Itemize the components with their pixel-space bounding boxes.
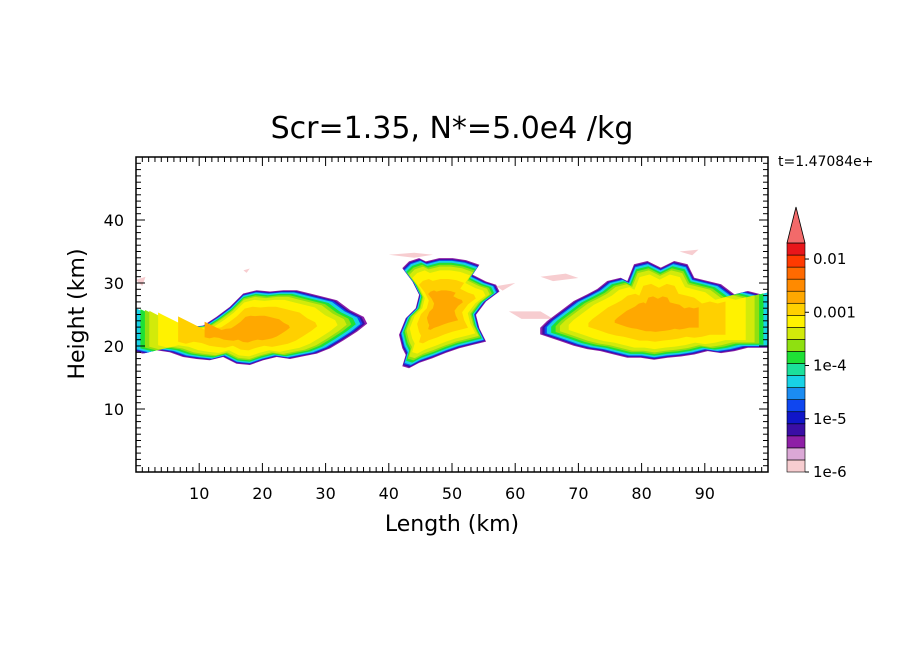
colorbar-swatch bbox=[786, 302, 806, 316]
colorbar-swatch bbox=[786, 411, 806, 425]
colorbar-swatch bbox=[786, 351, 806, 364]
y-tick-label: 30 bbox=[104, 274, 124, 293]
cloud-field bbox=[136, 249, 768, 369]
colorbar-swatch bbox=[786, 290, 806, 304]
colorbar-swatch bbox=[786, 242, 806, 256]
colorbar-swatch bbox=[786, 375, 806, 388]
halo-filament bbox=[243, 268, 250, 273]
y-axis-label: Height (km) bbox=[65, 248, 90, 379]
x-tick-labels: 10 20 30 40 50 60 70 80 90 bbox=[189, 484, 715, 503]
y-tick-label: 40 bbox=[104, 211, 124, 230]
halo-filament bbox=[540, 273, 579, 282]
x-tick-label: 50 bbox=[442, 484, 462, 503]
halo-filament bbox=[508, 311, 554, 319]
x-axis-label: Length (km) bbox=[385, 512, 519, 537]
colorbar-swatch bbox=[786, 399, 806, 413]
colorbar-tick-label: 1e-4 bbox=[813, 357, 847, 375]
cloud-right-contour bbox=[614, 296, 699, 332]
cloud-left-contour bbox=[204, 315, 290, 343]
colorbar-swatch bbox=[786, 447, 806, 461]
colorbar-swatch bbox=[786, 435, 806, 449]
x-tick-label: 70 bbox=[568, 484, 588, 503]
x-tick-label: 90 bbox=[695, 484, 715, 503]
halo-filament bbox=[388, 252, 433, 258]
colorbar-swatch bbox=[786, 254, 806, 268]
x-tick-label: 60 bbox=[505, 484, 525, 503]
chart-title: Scr=1.35, N*=5.0e4 /kg bbox=[271, 111, 634, 146]
y-tick-labels: 10 20 30 40 bbox=[104, 211, 124, 419]
colorbar-tick-label: 0.001 bbox=[813, 303, 856, 321]
colorbar-swatch bbox=[786, 278, 806, 292]
colorbar-swatch bbox=[786, 315, 806, 328]
x-tick-label: 40 bbox=[379, 484, 399, 503]
x-tick-label: 80 bbox=[631, 484, 651, 503]
colorbar-swatch bbox=[786, 266, 806, 280]
colorbar: 0.01 0.001 1e-4 1e-5 1e-6 bbox=[786, 206, 856, 481]
x-tick-label: 20 bbox=[252, 484, 272, 503]
x-tick-label: 10 bbox=[189, 484, 209, 503]
plot-area bbox=[135, 156, 769, 473]
halo-filament bbox=[496, 283, 516, 291]
halo-filament bbox=[679, 249, 699, 256]
cloud-center-contour bbox=[426, 290, 463, 330]
colorbar-swatch bbox=[786, 363, 806, 376]
colorbar-extend-arrow bbox=[786, 206, 806, 244]
colorbar-swatch bbox=[786, 423, 806, 437]
x-tick-label: 30 bbox=[315, 484, 335, 503]
colorbar-tick-label: 1e-6 bbox=[813, 463, 847, 481]
colorbar-tick-label: 0.01 bbox=[813, 250, 846, 268]
axis-ticks bbox=[136, 157, 768, 472]
colorbar-swatch bbox=[786, 339, 806, 352]
halo-filament bbox=[136, 276, 146, 287]
y-tick-label: 10 bbox=[104, 400, 124, 419]
colorbar-swatch bbox=[786, 387, 806, 400]
colorbar-swatch bbox=[786, 459, 806, 473]
time-label: t=1.47084e+ bbox=[778, 154, 873, 170]
colorbar-swatch bbox=[786, 327, 806, 340]
y-tick-label: 20 bbox=[104, 337, 124, 356]
colorbar-tick-label: 1e-5 bbox=[813, 410, 847, 428]
